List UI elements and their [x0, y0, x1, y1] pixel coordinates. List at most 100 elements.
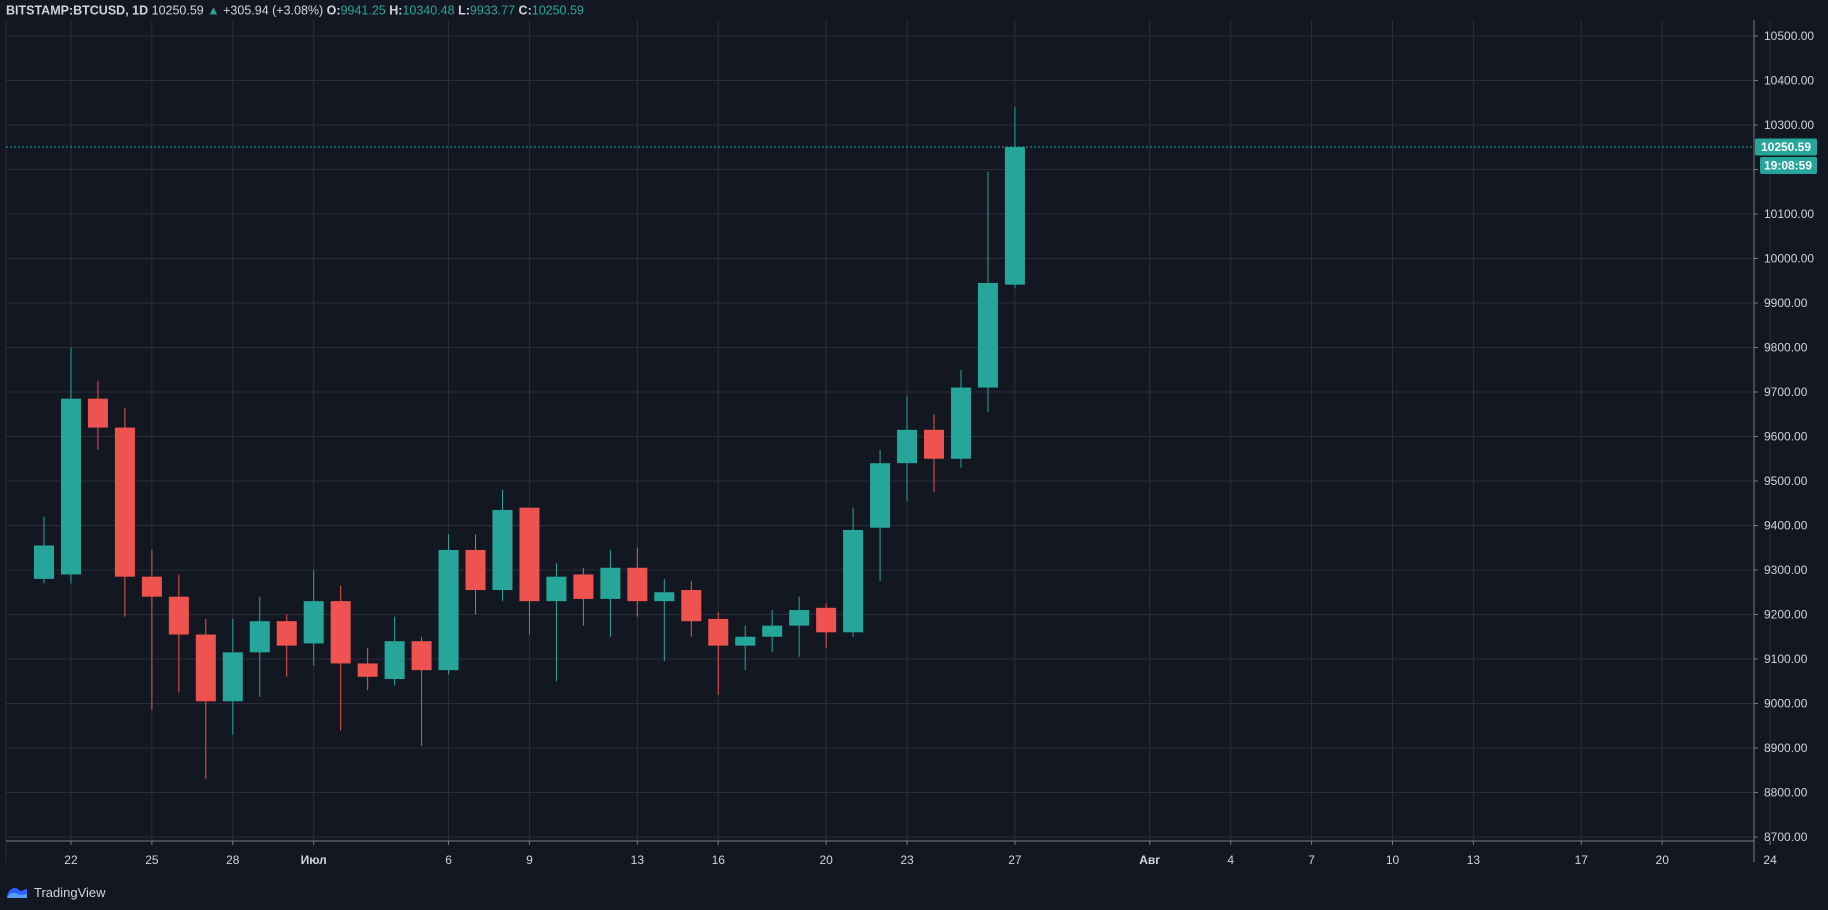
x-tick-label: 20: [1656, 853, 1670, 867]
candle-body: [897, 429, 918, 464]
candle-down: [573, 567, 594, 626]
candle-up: [546, 563, 567, 682]
last-price-value: 10250.59: [1761, 140, 1811, 154]
candle-down: [519, 507, 540, 635]
candles: [34, 106, 1025, 780]
symbol-label[interactable]: BITSTAMP:BTCUSD, 1D: [6, 3, 149, 18]
candle-up: [600, 549, 621, 637]
x-tick-label: 20: [819, 853, 833, 867]
candle-body: [627, 567, 648, 602]
candle-up: [977, 171, 998, 413]
candle-down: [87, 380, 108, 450]
horizontal-grid: [6, 35, 1754, 838]
close-label: C:: [518, 3, 532, 18]
high-label: H:: [389, 3, 403, 18]
x-tick-label: 17: [1575, 853, 1589, 867]
x-tick-label: 7: [1308, 853, 1315, 867]
x-tick-label: 24: [1763, 853, 1777, 867]
candle-up: [654, 578, 675, 662]
candle-body: [34, 545, 54, 579]
low-label: L:: [458, 3, 470, 18]
tradingview-logo-icon: [7, 888, 27, 898]
y-tick-label: 9900.00: [1764, 296, 1808, 310]
candle-up: [897, 396, 918, 502]
x-tick-label: 22: [64, 853, 78, 867]
candle-up: [762, 610, 783, 653]
candle-body: [87, 398, 108, 428]
candle-body: [977, 282, 998, 388]
candle-body: [708, 618, 729, 646]
candle-down: [627, 547, 648, 617]
candle-up: [303, 570, 324, 666]
up-triangle-icon: ▲: [207, 3, 220, 18]
candle-up: [60, 347, 81, 584]
y-tick-label: 9700.00: [1764, 385, 1808, 399]
time-axis: 22 25 28 Июл 6 9 13 16 20 23 27 Авг 4 7 10 13 17 20 24: [64, 841, 1777, 867]
candle-body: [168, 596, 189, 635]
candle-up: [222, 618, 243, 735]
candle-body: [654, 592, 675, 602]
x-tick-label: 9: [526, 853, 533, 867]
candle-body: [573, 574, 594, 599]
countdown-tag: 19:08:59: [1760, 156, 1817, 174]
bar-countdown: 19:08:59: [1764, 158, 1812, 172]
candle-body: [735, 636, 756, 646]
tradingview-brand: TradingView: [34, 884, 106, 900]
y-tick-label: 8900.00: [1764, 741, 1808, 755]
y-tick-label: 9100.00: [1764, 652, 1808, 666]
candle-body: [141, 576, 162, 597]
y-tick-label: 9300.00: [1764, 563, 1808, 577]
candle-down: [681, 581, 702, 637]
candle-body: [465, 549, 486, 591]
candle-down: [330, 585, 351, 731]
x-tick-label: 16: [712, 853, 726, 867]
candle-body: [411, 641, 432, 671]
candle-down: [195, 618, 216, 780]
candle-body: [762, 625, 783, 637]
candle-up: [789, 596, 810, 657]
y-tick-label: 10100.00: [1764, 207, 1814, 221]
candle-down: [168, 574, 189, 693]
candle-body: [924, 429, 945, 459]
candle-up: [735, 625, 756, 671]
tradingview-branding[interactable]: TradingView: [6, 882, 106, 902]
candle-body: [816, 607, 837, 633]
x-tick-label: 6: [445, 853, 452, 867]
candle-body: [276, 621, 297, 646]
candle-down: [357, 647, 378, 691]
candle-body: [519, 507, 540, 602]
candle-up: [950, 369, 971, 468]
candle-body: [843, 529, 864, 633]
candle-down: [465, 534, 486, 615]
candle-body: [1004, 146, 1025, 285]
candle-down: [141, 549, 162, 711]
y-tick-label: 8700.00: [1764, 830, 1808, 844]
candle-body: [195, 634, 216, 702]
candle-down: [708, 612, 729, 695]
y-tick-label: 10000.00: [1764, 252, 1814, 266]
y-tick-label: 9200.00: [1764, 608, 1808, 622]
last-price: 10250.59: [151, 3, 204, 18]
vertical-grid: [70, 20, 1771, 841]
y-tick-label: 9000.00: [1764, 697, 1808, 711]
candle-body: [681, 590, 702, 622]
candle-down: [411, 636, 432, 746]
candle-up: [34, 516, 54, 584]
candle-body: [950, 387, 971, 459]
price-axis: 10500.0010400.0010300.0010200.0010100.00…: [1754, 29, 1814, 844]
candle-down: [816, 603, 837, 648]
candle-down: [924, 414, 945, 493]
y-tick-label: 8800.00: [1764, 786, 1808, 800]
candle-body: [384, 641, 405, 680]
candle-body: [492, 509, 513, 591]
price-change: +305.94 (+3.08%): [223, 3, 324, 18]
candle-up: [492, 489, 513, 602]
candle-body: [330, 601, 351, 664]
candle-body: [546, 576, 567, 602]
low-value: 9933.77: [469, 3, 516, 18]
candle-up: [843, 507, 864, 637]
high-value: 10340.48: [402, 3, 455, 18]
candle-down: [114, 407, 135, 617]
x-tick-label: 4: [1227, 853, 1234, 867]
